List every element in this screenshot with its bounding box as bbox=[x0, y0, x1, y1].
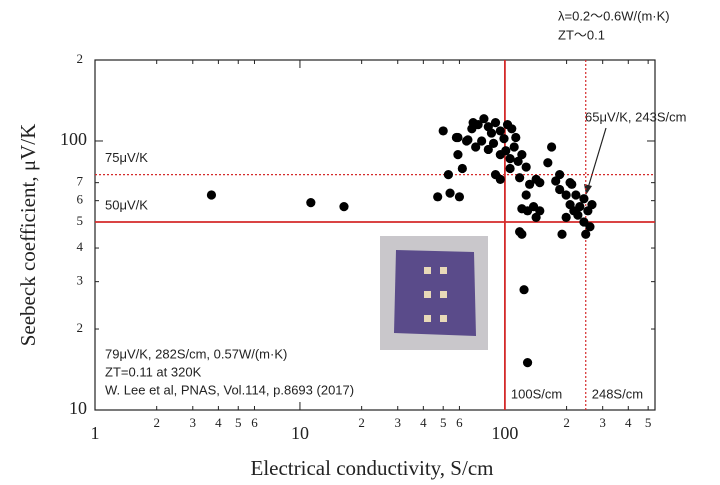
data-point bbox=[519, 285, 529, 295]
data-point bbox=[579, 194, 589, 204]
data-point bbox=[488, 138, 499, 148]
data-point bbox=[501, 146, 511, 156]
data-point bbox=[499, 134, 509, 144]
y-tick-label: 7 bbox=[77, 174, 84, 189]
y-tick-label: 4 bbox=[77, 239, 84, 254]
data-point bbox=[517, 229, 527, 239]
reference-label: 50μV/K bbox=[105, 197, 148, 212]
header-note: ZT〜0.1 bbox=[558, 27, 605, 42]
note: ZT=0.11 at 320K bbox=[105, 364, 202, 379]
data-point bbox=[505, 154, 515, 164]
x-tick-label: 3 bbox=[599, 415, 606, 430]
data-point bbox=[565, 178, 575, 188]
header-note: λ=0.2〜0.6W/(m·K) bbox=[558, 8, 670, 23]
data-point bbox=[486, 128, 497, 138]
data-point bbox=[535, 206, 545, 216]
data-point bbox=[495, 126, 505, 136]
x-tick-label: 2 bbox=[358, 415, 365, 430]
x-tick-label: 3 bbox=[190, 415, 197, 430]
x-tick-label: 5 bbox=[235, 415, 242, 430]
data-point bbox=[557, 229, 567, 239]
data-point bbox=[471, 142, 481, 152]
data-point bbox=[543, 158, 553, 168]
y-tick-label: 2 bbox=[77, 320, 84, 335]
data-point bbox=[443, 169, 453, 180]
sample-photo bbox=[380, 236, 488, 350]
y-axis-title: Seebeck coefficient, μV/K bbox=[16, 124, 40, 347]
data-point bbox=[306, 198, 316, 208]
data-point bbox=[522, 358, 533, 368]
data-point bbox=[457, 163, 467, 174]
y-tick-label: 10 bbox=[69, 398, 87, 418]
data-point bbox=[561, 212, 571, 222]
data-point bbox=[581, 229, 591, 239]
data-point bbox=[453, 149, 463, 160]
data-point bbox=[515, 173, 525, 183]
data-point bbox=[509, 142, 519, 152]
y-tick-label: 2 bbox=[77, 51, 84, 66]
x-tick-label: 6 bbox=[456, 415, 463, 430]
data-point bbox=[445, 188, 455, 198]
data-point bbox=[483, 144, 493, 155]
x-tick-label: 2 bbox=[563, 415, 570, 430]
x-tick-label: 5 bbox=[440, 415, 447, 430]
callout-arrow bbox=[587, 127, 607, 189]
callout: 65μV/K, 243S/cm bbox=[585, 109, 686, 124]
data-point bbox=[555, 169, 565, 180]
data-point bbox=[573, 210, 583, 220]
x-axis-title: Electrical conductivity, S/cm bbox=[251, 456, 494, 480]
note: 79μV/K, 282S/cm, 0.57W/(m·K) bbox=[105, 346, 287, 361]
plot-frame bbox=[94, 59, 656, 411]
data-point bbox=[521, 162, 531, 172]
data-point bbox=[454, 192, 465, 202]
data-point bbox=[339, 202, 349, 212]
x-tick-label: 100 bbox=[491, 423, 518, 443]
data-point bbox=[490, 118, 501, 128]
data-point bbox=[505, 163, 515, 174]
y-tick-label: 3 bbox=[77, 273, 84, 288]
data-point bbox=[433, 192, 443, 202]
data-point bbox=[453, 132, 463, 143]
reference-label: 248S/cm bbox=[592, 386, 643, 401]
data-point bbox=[206, 190, 217, 200]
data-point bbox=[571, 190, 581, 200]
reference-label: 100S/cm bbox=[511, 386, 562, 401]
x-tick-label: 2 bbox=[153, 415, 160, 430]
y-tick-label: 100 bbox=[60, 129, 87, 149]
reference-label: 75μV/K bbox=[105, 150, 148, 165]
x-tick-label: 10 bbox=[291, 423, 309, 443]
data-point bbox=[587, 200, 597, 210]
data-point bbox=[438, 126, 448, 136]
x-tick-label: 3 bbox=[394, 415, 401, 430]
data-point bbox=[513, 156, 523, 166]
x-tick-label: 1 bbox=[91, 423, 100, 443]
data-point bbox=[507, 124, 517, 134]
data-point bbox=[561, 190, 571, 200]
data-point bbox=[495, 174, 505, 184]
data-point bbox=[461, 136, 472, 146]
x-tick-label: 6 bbox=[251, 415, 258, 430]
data-point bbox=[511, 132, 521, 143]
x-tick-label: 4 bbox=[420, 415, 427, 430]
x-tick-label: 5 bbox=[645, 415, 652, 430]
data-point bbox=[525, 179, 535, 189]
data-point bbox=[477, 136, 487, 146]
x-tick-label: 4 bbox=[625, 415, 632, 430]
data-point bbox=[547, 142, 557, 152]
y-tick-label: 5 bbox=[77, 213, 84, 228]
note: W. Lee et al, PNAS, Vol.114, p.8693 (201… bbox=[105, 382, 354, 397]
y-tick-label: 6 bbox=[77, 192, 84, 207]
data-point bbox=[521, 190, 531, 200]
data-point bbox=[555, 184, 565, 195]
data-point bbox=[535, 178, 545, 188]
data-point bbox=[517, 149, 527, 160]
data-point bbox=[473, 120, 483, 130]
x-tick-label: 4 bbox=[215, 415, 222, 430]
data-point bbox=[585, 222, 595, 232]
data-point bbox=[479, 114, 489, 124]
